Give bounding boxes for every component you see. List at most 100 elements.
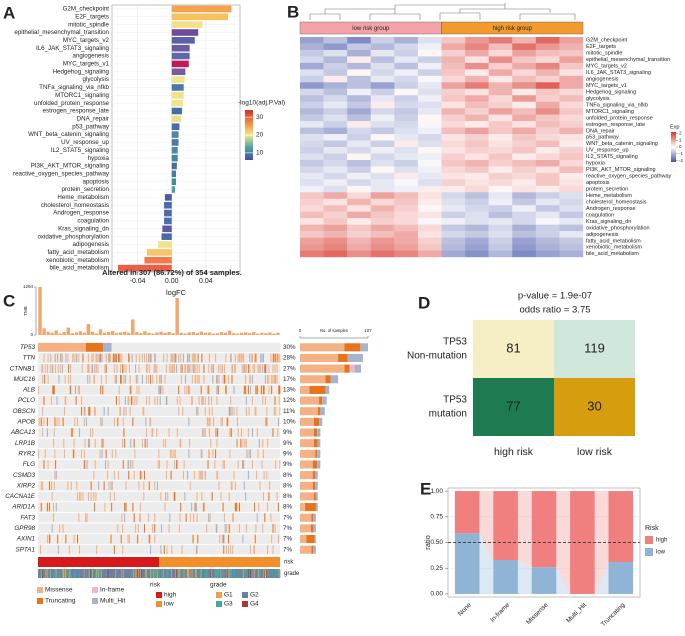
x-tick-label: 0.04 xyxy=(199,278,213,285)
mutation-cell xyxy=(256,385,258,395)
mutation-cell xyxy=(57,534,59,544)
annotation-cell xyxy=(263,569,265,578)
annotation-cell xyxy=(269,569,271,578)
heatmap-cell xyxy=(323,147,348,154)
mutation-cell xyxy=(108,481,110,491)
mutation-cell xyxy=(49,534,51,544)
count-bar xyxy=(300,503,306,512)
mutation-cell xyxy=(123,374,125,384)
mutation-cell xyxy=(207,460,209,469)
mutation-cell xyxy=(104,460,107,469)
heatmap-cell xyxy=(394,37,419,44)
mutation-cell xyxy=(73,534,75,544)
heatmap-cell xyxy=(394,224,419,232)
mutation-cell xyxy=(216,385,218,395)
annotation-cell xyxy=(232,569,234,578)
mutation-cell xyxy=(54,449,56,459)
heatmap-cell xyxy=(488,179,513,187)
tmb-bar xyxy=(86,323,91,335)
mutation-cell xyxy=(206,524,208,533)
mutation-cell xyxy=(263,385,265,395)
heatmap-cell xyxy=(417,108,442,115)
heatmap-cell xyxy=(300,82,324,89)
mutation-cell xyxy=(249,385,251,395)
cell xyxy=(554,320,635,378)
heatmap-cell xyxy=(535,49,560,57)
heatmap-cell xyxy=(535,237,560,245)
mutation-cell xyxy=(143,524,145,533)
annotation-cell xyxy=(250,569,252,578)
annotation-cell xyxy=(179,569,181,578)
mutation-cell xyxy=(278,385,280,395)
mutation-cell xyxy=(179,513,181,523)
heatmap-cell xyxy=(441,185,466,193)
heatmap-cell xyxy=(488,134,513,141)
bar xyxy=(493,559,518,594)
mutation-cell xyxy=(89,406,91,416)
mutation-cell xyxy=(279,406,281,416)
annotation-cell xyxy=(271,569,273,578)
mutation-cell xyxy=(105,353,107,363)
frequency-label: 9% xyxy=(283,461,293,468)
matrix-row xyxy=(38,417,280,427)
heatmap-cell xyxy=(559,244,584,251)
count-bar xyxy=(300,396,320,405)
mutation-cell xyxy=(184,364,187,373)
mutation-cell xyxy=(144,438,146,448)
gene-label: PCLO xyxy=(18,397,35,404)
heatmap-cell xyxy=(370,192,395,199)
category-label: WNT_beta_catenin_signaling xyxy=(28,131,109,138)
mutation-cell xyxy=(38,385,40,395)
mutation-cell xyxy=(130,385,132,395)
tmb-bar xyxy=(50,332,54,335)
mutation-cell xyxy=(142,406,144,416)
mutation-cell xyxy=(158,449,160,459)
mutation-cell xyxy=(43,460,45,469)
mutation-cell xyxy=(55,343,57,352)
annotation-cell xyxy=(152,569,154,578)
mutation-cell xyxy=(100,343,102,352)
gene-label: CSMD3 xyxy=(13,472,36,479)
mutation-cell xyxy=(113,364,115,373)
heatmap-cell xyxy=(465,43,489,51)
heatmap-cell xyxy=(559,43,584,51)
heatmap-cell xyxy=(347,205,371,212)
mutation-cell xyxy=(204,428,206,437)
heatmap-cell xyxy=(512,43,537,51)
heatmap-cell xyxy=(512,205,537,212)
mutation-cell xyxy=(65,343,67,352)
mutation-cell xyxy=(236,406,238,416)
heatmap-cell xyxy=(347,56,371,64)
bar xyxy=(146,249,172,256)
heatmap-cell xyxy=(347,179,371,187)
annotation-cell xyxy=(141,569,143,578)
matrix-row xyxy=(38,470,280,480)
annotation-cell xyxy=(83,569,85,578)
mutation-cell xyxy=(114,374,116,384)
bar xyxy=(164,201,172,209)
annotation-cell xyxy=(261,569,263,578)
mutation-cell xyxy=(143,492,145,501)
heatmap-cell xyxy=(323,82,348,89)
mutation-cell xyxy=(210,364,212,373)
annotation-cell xyxy=(50,569,53,578)
legend-swatch xyxy=(37,587,43,593)
heatmap-cell xyxy=(394,159,419,167)
heatmap-cell xyxy=(370,82,395,89)
mutation-cell xyxy=(216,470,218,480)
heatmap-cell xyxy=(394,179,419,187)
gene-label: MUC16 xyxy=(14,376,36,383)
annotation-cell xyxy=(180,569,182,578)
frequency-label: 8% xyxy=(283,482,293,489)
heatmap-cell xyxy=(300,114,324,122)
gene-label: FLG xyxy=(23,461,35,468)
heatmap-cell xyxy=(347,88,371,96)
heatmap-cell xyxy=(488,37,513,44)
mutation-cell xyxy=(139,513,141,523)
tmb-bar xyxy=(219,332,224,335)
mutation-cell xyxy=(75,353,77,363)
mutation-cell xyxy=(235,502,237,512)
annotation-cell xyxy=(150,569,152,578)
annotation-cell xyxy=(176,569,178,578)
annotation-cell xyxy=(104,569,107,578)
